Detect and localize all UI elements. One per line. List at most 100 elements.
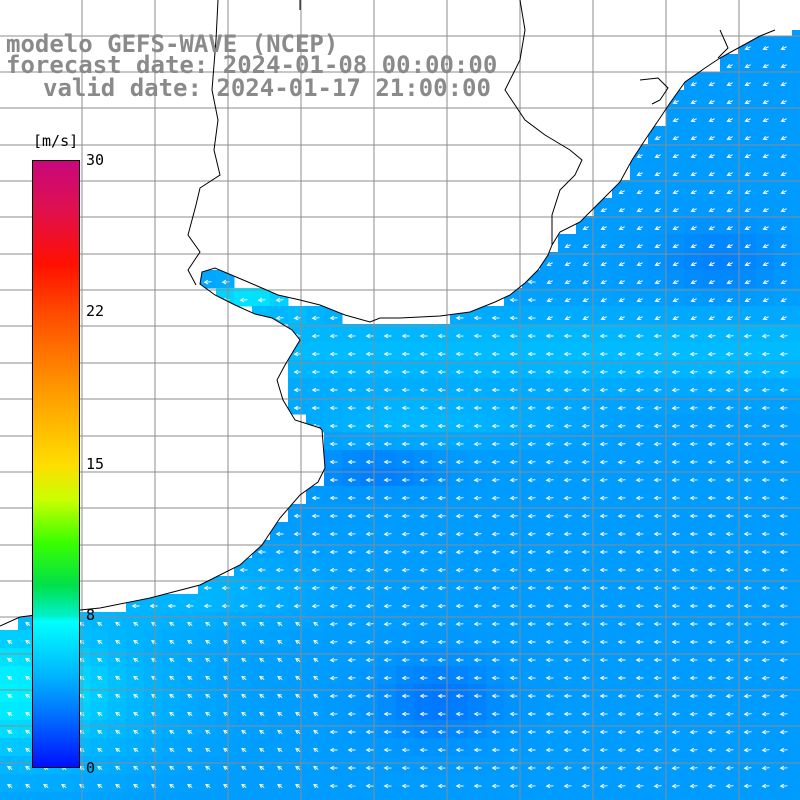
wind-arrow	[365, 603, 374, 609]
wind-arrow	[779, 621, 788, 627]
ocean-cell	[396, 702, 415, 721]
wind-arrow	[401, 567, 410, 573]
ocean-cell	[594, 306, 613, 325]
wind-arrow	[169, 621, 175, 627]
wind-arrow	[473, 639, 482, 645]
ocean-cell	[738, 576, 757, 595]
ocean-cell	[378, 378, 397, 397]
wind-arrow	[167, 603, 176, 609]
ocean-cell	[162, 612, 181, 631]
wind-arrow	[563, 333, 572, 339]
wind-arrow	[491, 729, 500, 735]
ocean-cell	[756, 792, 775, 800]
ocean-cell	[720, 630, 739, 649]
wind-arrow	[563, 657, 572, 663]
ocean-cell	[666, 468, 685, 487]
ocean-cell	[306, 540, 325, 559]
ocean-cell	[738, 234, 757, 253]
ocean-cell	[702, 198, 721, 217]
ocean-cell	[720, 360, 739, 379]
wind-arrow	[545, 567, 554, 573]
ocean-cell	[126, 666, 145, 685]
wind-arrow	[743, 657, 752, 663]
ocean-cell	[630, 252, 649, 271]
wind-arrow	[365, 387, 374, 393]
ocean-cell	[342, 378, 361, 397]
ocean-cell	[396, 738, 415, 757]
wind-arrow	[635, 387, 644, 393]
wind-arrow	[509, 351, 518, 357]
wind-arrow	[725, 639, 734, 645]
ocean-cell	[594, 360, 613, 379]
wind-arrow	[455, 585, 464, 591]
ocean-cell	[576, 666, 595, 685]
wind-arrow	[491, 621, 500, 627]
wind-arrow	[671, 477, 680, 483]
ocean-cell	[468, 540, 487, 559]
wind-arrow	[527, 459, 536, 465]
ocean-cell	[774, 522, 793, 541]
wind-arrow	[25, 639, 31, 645]
ocean-cell	[612, 648, 631, 667]
ocean-cell	[90, 702, 109, 721]
wind-arrow	[455, 729, 464, 735]
ocean-cell	[684, 414, 703, 433]
wind-arrow	[617, 495, 626, 501]
ocean-cell	[702, 90, 721, 109]
wind-arrow	[347, 477, 356, 483]
ocean-cell	[774, 162, 793, 181]
ocean-cell	[666, 360, 685, 379]
wind-arrow	[293, 333, 302, 339]
wind-arrow	[527, 621, 536, 627]
ocean-cell	[468, 504, 487, 523]
wind-arrow	[671, 729, 680, 735]
ocean-cell	[576, 522, 595, 541]
ocean-cell	[666, 666, 685, 685]
ocean-cell	[216, 702, 235, 721]
ocean-cell	[18, 738, 37, 757]
ocean-cell	[288, 702, 307, 721]
wind-arrow	[509, 297, 518, 303]
ocean-cell	[540, 288, 559, 307]
wind-arrow	[707, 513, 716, 519]
wind-arrow	[726, 225, 733, 230]
wind-arrow	[581, 693, 590, 699]
wind-arrow	[743, 567, 752, 573]
ocean-cell	[504, 792, 523, 800]
ocean-cell	[648, 522, 667, 541]
wind-arrow	[761, 621, 770, 627]
ocean-cell	[234, 576, 253, 595]
ocean-cell	[540, 630, 559, 649]
wind-arrow	[133, 639, 139, 645]
ocean-cell	[234, 288, 253, 307]
wind-arrow	[329, 603, 338, 609]
ocean-cell	[162, 666, 181, 685]
ocean-cell	[612, 306, 631, 325]
wind-arrow	[293, 315, 302, 321]
ocean-cell	[234, 612, 253, 631]
wind-arrow	[689, 603, 698, 609]
wind-arrow	[329, 369, 338, 375]
wind-arrow	[707, 351, 716, 357]
ocean-cell	[630, 666, 649, 685]
ocean-cell	[576, 288, 595, 307]
ocean-cell	[234, 774, 253, 793]
ocean-cell	[720, 576, 739, 595]
ocean-cell	[666, 792, 685, 800]
ocean-cell	[666, 162, 685, 181]
wind-arrow	[599, 405, 608, 411]
wind-arrow	[491, 441, 500, 447]
wind-arrow	[581, 513, 590, 519]
wind-arrow	[726, 153, 733, 158]
ocean-cell	[702, 360, 721, 379]
ocean-cell	[594, 414, 613, 433]
ocean-cell	[540, 576, 559, 595]
wind-arrow	[401, 711, 410, 717]
ocean-cell	[540, 720, 559, 739]
ocean-cell	[18, 666, 37, 685]
ocean-cell	[756, 324, 775, 343]
ocean-cell	[162, 594, 181, 613]
wind-arrow	[581, 477, 590, 483]
ocean-cell	[720, 396, 739, 415]
wind-arrow	[473, 585, 482, 591]
